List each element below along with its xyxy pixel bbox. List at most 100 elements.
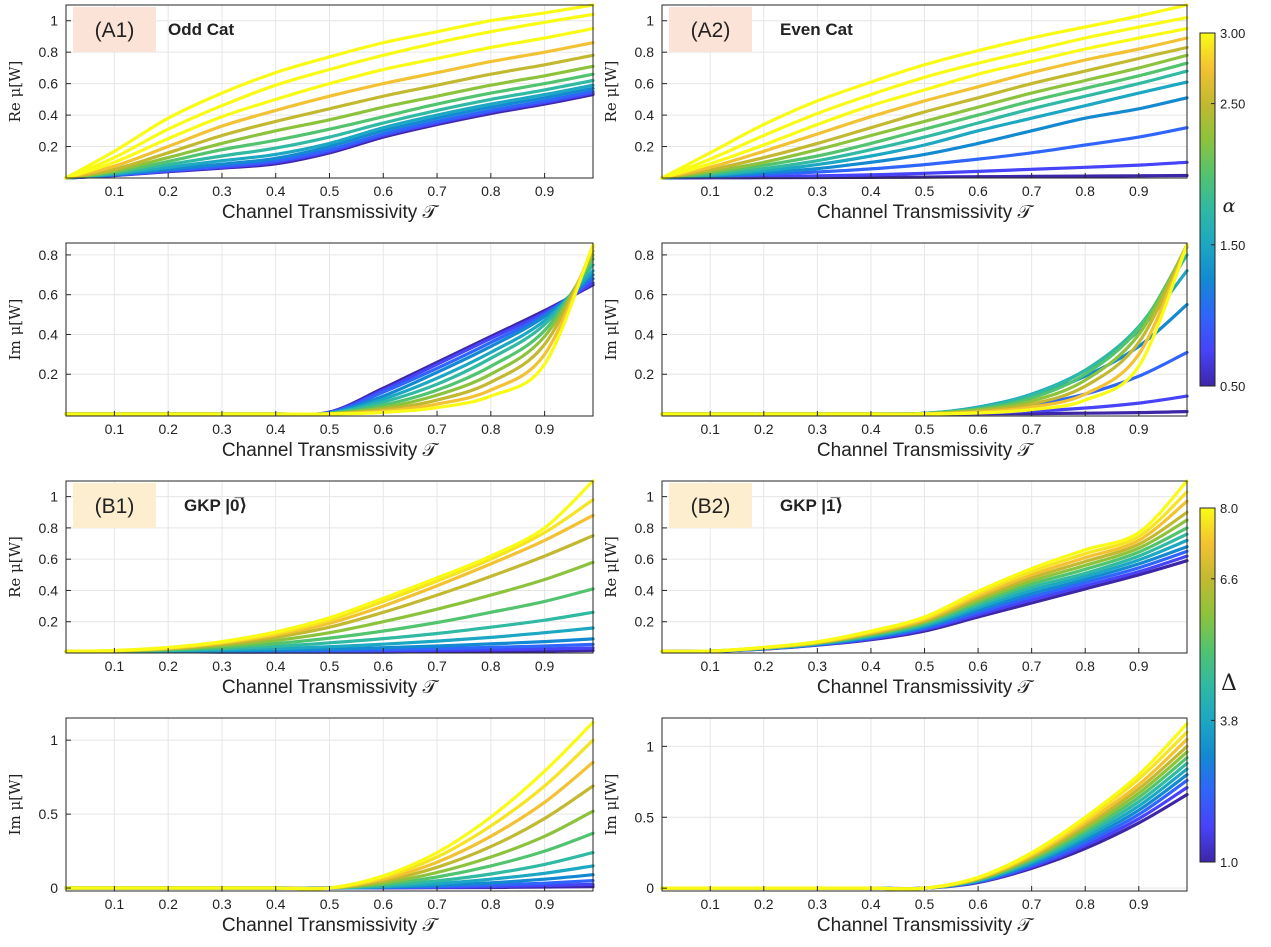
series-line-10 [660, 27, 1189, 180]
colorbar-tick-label: 2.50 [1220, 97, 1245, 112]
x-tick-label: 0.2 [754, 183, 774, 199]
colorbar-tick-label: 1.0 [1220, 855, 1238, 870]
panel-title: GKP |0̅⟩ [184, 496, 247, 515]
panel-a2-im: 0.1 0.2 0.3 0.4 0.5 0.6 0.7 0.8 0.9 0.2 0.4 0.6 0.8 C… [602, 242, 1189, 461]
y-tick-label: 0.6 [39, 287, 59, 303]
x-tick-label: 0.3 [808, 896, 828, 912]
series-line-8 [660, 45, 1189, 180]
series-line-11 [660, 479, 1189, 654]
y-axis-label: Im μ[W] [602, 299, 620, 361]
panel-b1-im: 0.1 0.2 0.3 0.4 0.5 0.6 0.7 0.8 0.9 0 0.5 1 Channel … [6, 717, 595, 936]
panel-b2: 0.1 0.2 0.3 0.4 0.5 0.6 0.7 0.8 0.9 0.2 0.4 0.6 0.8 1… [602, 479, 1189, 698]
x-tick-label: 0.9 [1129, 421, 1149, 437]
x-tick-label: 0.9 [535, 421, 555, 437]
x-tick-label: 0.3 [212, 183, 232, 199]
panel-a2: 0.1 0.2 0.3 0.4 0.5 0.6 0.7 0.8 0.9 0.2 0.4 0.6 0.8 1… [602, 3, 1189, 223]
colorbar-gradient [1199, 507, 1216, 863]
x-tick-label: 0.8 [481, 183, 501, 199]
y-tick-label: 0.2 [39, 614, 59, 630]
series-line-10 [64, 243, 595, 416]
x-tick-label: 0.6 [374, 658, 394, 674]
x-tick-label: 0.3 [808, 658, 828, 674]
y-tick-label: 0.8 [635, 247, 655, 263]
x-tick-label: 0.2 [754, 421, 774, 437]
x-tick-label: 0.3 [212, 658, 232, 674]
series-line-10 [660, 243, 1189, 416]
y-tick-label: 0.6 [39, 76, 59, 92]
x-tick-label: 0.2 [158, 658, 178, 674]
x-tick-label: 0.5 [320, 183, 340, 199]
colorbar-tick-label: 8.0 [1220, 501, 1238, 516]
y-tick-label: 0.8 [39, 520, 59, 536]
colorbar-tick-label: 6.6 [1220, 572, 1238, 587]
series-line-11 [64, 12, 595, 180]
x-tick-label: 0.1 [105, 421, 125, 437]
x-tick-label: 0.2 [158, 183, 178, 199]
colorbar-tick-label: 1.50 [1220, 238, 1245, 253]
x-tick-label: 0.4 [266, 658, 286, 674]
series-line-4 [64, 83, 595, 180]
series-group [660, 3, 1189, 180]
x-axis-label: Channel Transmissivity 𝒯 [222, 677, 440, 698]
y-tick-label: 1 [50, 732, 58, 748]
y-tick-label: 1 [646, 489, 654, 505]
colorbar-label: Δ [1221, 671, 1237, 696]
x-tick-label: 0.7 [1022, 658, 1042, 674]
series-group [64, 3, 595, 180]
y-tick-label: 0.6 [39, 551, 59, 567]
x-axis-label: Channel Transmissivity 𝒯 [817, 202, 1035, 223]
y-tick-label: 1 [646, 738, 654, 754]
x-tick-label: 0.1 [700, 896, 720, 912]
x-axis-label: Channel Transmissivity 𝒯 [817, 915, 1035, 936]
x-axis-label: Channel Transmissivity 𝒯 [222, 915, 440, 936]
x-tick-label: 0.2 [754, 658, 774, 674]
series-line-11 [64, 720, 595, 891]
y-axis-label: Re μ[W] [6, 61, 24, 123]
panel-badge [73, 7, 156, 52]
x-tick-label: 0.7 [427, 896, 447, 912]
x-tick-label: 0.5 [915, 896, 935, 912]
x-tick-label: 0.1 [105, 896, 125, 912]
y-tick-label: 0 [50, 880, 58, 896]
x-tick-label: 0.4 [266, 183, 286, 199]
x-tick-label: 0.2 [158, 896, 178, 912]
y-axis-label: Im μ[W] [602, 774, 620, 836]
y-tick-label: 0.6 [635, 551, 655, 567]
x-tick-label: 0.4 [861, 421, 881, 437]
series-line-6 [64, 72, 595, 180]
x-tick-label: 0.1 [700, 658, 720, 674]
y-axis-label: Im μ[W] [6, 299, 24, 361]
y-tick-label: 0.6 [635, 76, 655, 92]
x-tick-label: 0.9 [1129, 183, 1149, 199]
colorbar-label: α [1223, 195, 1236, 217]
series-line-8 [64, 53, 595, 180]
y-tick-label: 0.4 [39, 326, 59, 342]
y-tick-label: 0.4 [635, 326, 655, 342]
panel-a1: 0.1 0.2 0.3 0.4 0.5 0.6 0.7 0.8 0.9 0.2 0.4 0.6 0.8 1… [6, 3, 595, 223]
y-tick-label: 0.5 [635, 809, 655, 825]
x-tick-label: 0.1 [105, 658, 125, 674]
x-tick-label: 0.8 [481, 421, 501, 437]
series-line-5 [64, 78, 595, 180]
y-tick-label: 0.5 [39, 806, 59, 822]
panel-badge-label: (A1) [95, 19, 135, 42]
series-line-11 [660, 722, 1189, 891]
y-tick-label: 0.2 [635, 366, 655, 382]
y-tick-label: 0.2 [39, 366, 59, 382]
x-axis-label: Channel Transmissivity 𝒯 [817, 440, 1035, 461]
y-axis-label: Re μ[W] [6, 536, 24, 598]
series-line-12 [660, 3, 1189, 180]
x-tick-label: 0.5 [320, 896, 340, 912]
colorbar-gradient [1199, 32, 1216, 387]
panel-b2-im: 0.1 0.2 0.3 0.4 0.5 0.6 0.7 0.8 0.9 0 0.5 1 Channel … [602, 717, 1189, 936]
x-tick-label: 0.6 [968, 183, 988, 199]
x-tick-label: 0.8 [481, 658, 501, 674]
series-line-9 [660, 36, 1189, 180]
x-tick-label: 0.8 [1075, 658, 1095, 674]
y-tick-label: 0.4 [635, 582, 655, 598]
x-tick-label: 0.6 [968, 896, 988, 912]
x-axis-label: Channel Transmissivity 𝒯 [222, 202, 440, 223]
series-group [660, 479, 1189, 654]
x-tick-label: 0.4 [861, 183, 881, 199]
